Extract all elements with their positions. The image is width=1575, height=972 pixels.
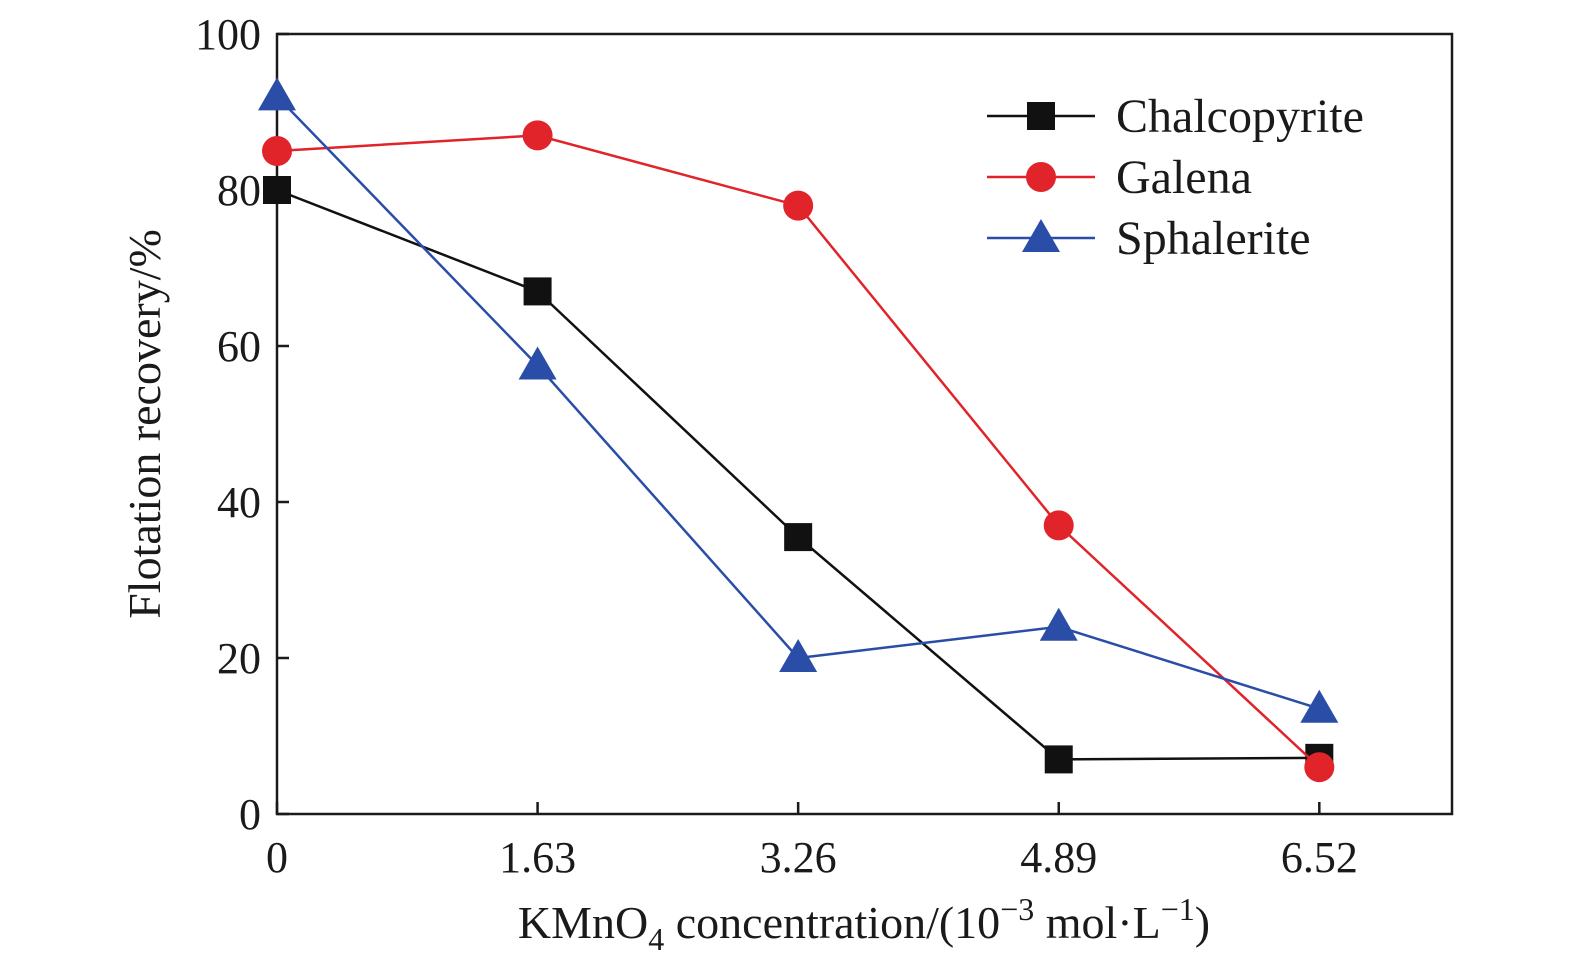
series-layer xyxy=(258,77,1339,783)
legend-label-galena: Galena xyxy=(1116,151,1252,204)
x-tick-label: 1.63 xyxy=(499,833,576,882)
series-sphalerite xyxy=(258,77,1339,723)
x-axis-title-superscript: −1 xyxy=(1161,891,1195,927)
y-tick-label: 60 xyxy=(217,322,261,371)
data-point-sphalerite xyxy=(518,346,557,380)
legend: Chalcopyrite Galena Sphalerite xyxy=(987,90,1364,265)
y-tick-label: 0 xyxy=(239,790,261,839)
y-tick-label: 80 xyxy=(217,166,261,215)
data-point-sphalerite xyxy=(1300,689,1339,723)
data-point-sphalerite xyxy=(779,639,818,672)
x-axis-title: KMnO4 concentration/(10−3 mol·L−1) xyxy=(518,891,1210,957)
x-axis-title-superscript: −3 xyxy=(1000,891,1034,927)
legend-marker-galena xyxy=(1026,162,1056,192)
legend-item-sphalerite: Sphalerite xyxy=(987,212,1311,265)
data-point-sphalerite xyxy=(258,77,296,111)
x-tick-label: 4.89 xyxy=(1020,833,1097,882)
data-point-galena xyxy=(1304,752,1335,783)
x-axis-ticks: 0 1.63 3.26 4.89 6.52 xyxy=(266,802,1358,882)
y-tick-label: 100 xyxy=(195,10,261,59)
x-axis-title-part: ) xyxy=(1195,897,1210,948)
legend-label-chalcopyrite: Chalcopyrite xyxy=(1116,90,1364,143)
x-axis-title-part: mol·L xyxy=(1034,897,1160,948)
data-point-galena xyxy=(783,190,814,221)
data-point-galena xyxy=(522,120,553,151)
y-axis-title: Flotation recovery/% xyxy=(119,229,170,619)
series-chalcopyrite xyxy=(263,176,1334,774)
data-point-chalcopyrite xyxy=(1044,745,1073,774)
legend-item-chalcopyrite: Chalcopyrite xyxy=(987,90,1364,143)
data-point-galena xyxy=(262,136,292,166)
legend-item-galena: Galena xyxy=(987,151,1252,204)
legend-marker-sphalerite xyxy=(1022,219,1060,252)
data-point-chalcopyrite xyxy=(263,176,291,204)
legend-marker-chalcopyrite xyxy=(1027,102,1055,130)
data-point-chalcopyrite xyxy=(784,523,813,552)
x-tick-label: 6.52 xyxy=(1281,833,1358,882)
x-axis-title-subscript: 4 xyxy=(648,921,664,957)
x-axis-title-part: concentration/(10 xyxy=(664,897,1000,948)
series-line-chalcopyrite xyxy=(276,188,1320,761)
x-tick-label: 3.26 xyxy=(760,833,837,882)
x-axis-title-part: KMnO xyxy=(518,897,648,948)
legend-label-sphalerite: Sphalerite xyxy=(1116,212,1311,265)
y-tick-label: 40 xyxy=(217,478,261,527)
y-tick-label: 20 xyxy=(217,634,261,683)
data-point-chalcopyrite xyxy=(523,277,552,306)
data-point-sphalerite xyxy=(1039,607,1078,641)
series-galena xyxy=(262,120,1335,783)
y-axis-ticks: 0 20 40 60 80 100 xyxy=(195,10,289,839)
plot-frame xyxy=(275,32,1454,816)
data-point-galena xyxy=(1043,510,1074,541)
x-tick-label: 0 xyxy=(266,833,288,882)
